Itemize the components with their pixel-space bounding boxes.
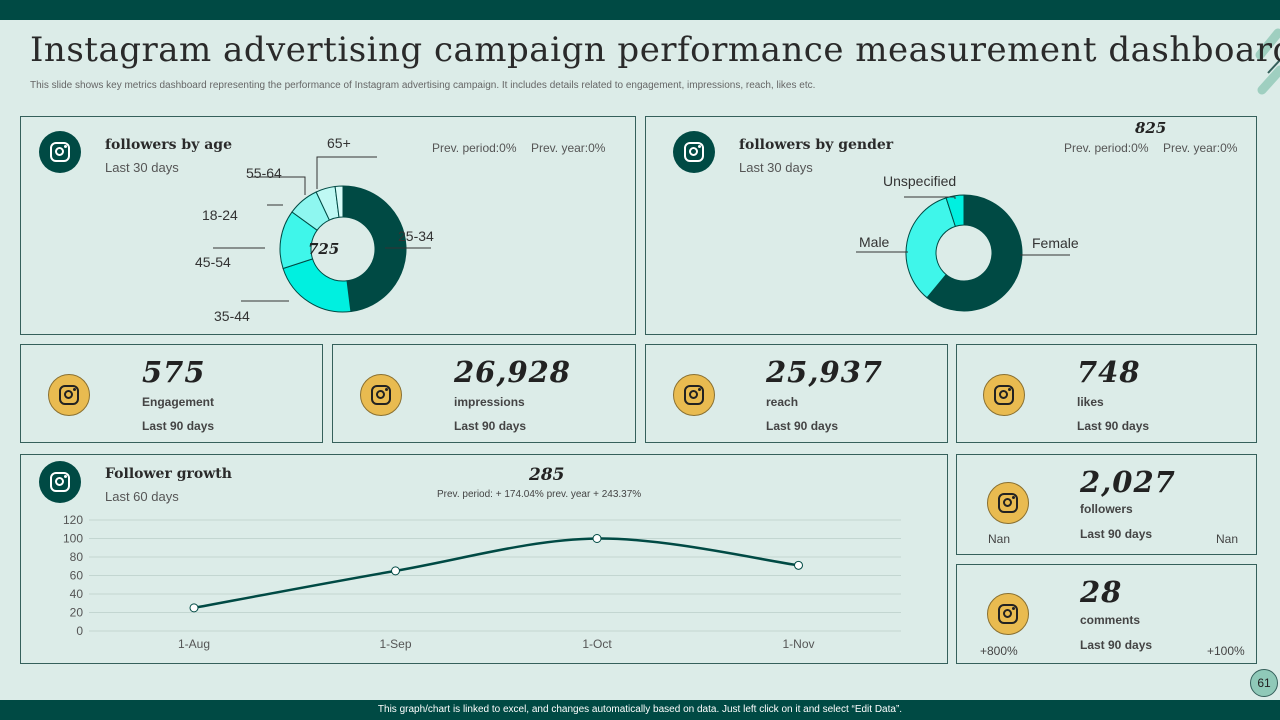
label-35-44: 35-44 [214, 308, 250, 324]
reach-card: 25,937 reach Last 90 days [645, 344, 948, 443]
instagram-icon [673, 131, 715, 173]
followers-label: followers [1080, 502, 1133, 516]
slice-35-44 [282, 258, 352, 313]
label-25-34: 25-34 [398, 228, 434, 244]
followers-by-age-panel: followers by age Last 30 days Prev. peri… [20, 116, 636, 335]
followers-left-change: Nan [988, 532, 1011, 546]
prev-period: Prev. period:0% [1064, 141, 1149, 155]
leader-line-65 [316, 156, 377, 189]
engagement-period: Last 90 days [142, 419, 215, 433]
data-point [794, 560, 803, 570]
data-point [189, 603, 199, 613]
likes-label: likes [1077, 395, 1104, 409]
growth-prev: Prev. period: + 174.04% prev. year + 243… [437, 489, 642, 500]
panel-period: Last 30 days [739, 160, 813, 175]
panel-period: Last 30 days [105, 160, 179, 175]
slice-25-34 [342, 185, 407, 313]
top-bar [0, 0, 1280, 20]
comments-value: 28 [1080, 575, 1123, 609]
x-tick-label: 1-Aug [178, 637, 210, 651]
reach-label: reach [766, 395, 799, 409]
instagram-icon [39, 461, 81, 503]
label-male: Male [859, 234, 890, 250]
prev-year: Prev. year:0% [531, 141, 606, 155]
instagram-icon [673, 374, 715, 416]
y-tick-label: 0 [76, 624, 83, 638]
followers-card: 2,027 followers Last 90 days Nan Nan [956, 454, 1257, 555]
instagram-icon [983, 374, 1025, 416]
engagement-label: Engagement [142, 395, 215, 409]
data-point [592, 534, 602, 543]
instagram-icon [987, 482, 1029, 524]
slice-unspecified [945, 194, 965, 227]
impressions-label: impressions [454, 395, 525, 409]
panel-period: Last 60 days [105, 489, 179, 504]
comments-left-change: +800% [980, 644, 1018, 658]
comments-right-change: +100% [1207, 644, 1245, 658]
likes-value: 748 [1077, 355, 1141, 389]
age-center-total: 725 [308, 240, 340, 258]
impressions-card: 26,928 impressions Last 90 days [332, 344, 636, 443]
page-title: Instagram advertising campaign performan… [30, 30, 1280, 70]
impressions-period: Last 90 days [454, 419, 527, 433]
followers-value: 2,027 [1080, 465, 1176, 499]
follower-growth-panel: Follower growth Last 60 days 285 Prev. p… [20, 454, 948, 664]
page-subtitle: This slide shows key metrics dashboard r… [30, 80, 816, 91]
slice-male [905, 197, 956, 299]
page-number: 61 [1250, 669, 1278, 697]
slice-65- [334, 185, 344, 218]
x-tick-label: 1-Oct [582, 637, 612, 651]
followers-period: Last 90 days [1080, 527, 1153, 541]
engagement-card: 575 Engagement Last 90 days [20, 344, 323, 443]
growth-total: 285 [529, 465, 565, 485]
followers-by-gender-panel: followers by gender Last 30 days 825 Pre… [645, 116, 1257, 335]
age-donut-chart [213, 156, 431, 313]
followers-right-change: Nan [1216, 532, 1239, 546]
y-tick-label: 120 [63, 513, 83, 527]
comments-card: 28 comments Last 90 days +800% +100% [956, 564, 1257, 664]
y-tick-label: 80 [70, 550, 84, 564]
panel-title: Follower growth [105, 466, 232, 482]
y-tick-label: 20 [70, 606, 84, 620]
label-65-plus: 65+ [327, 135, 351, 151]
reach-value: 25,937 [766, 355, 883, 389]
comments-label: comments [1080, 613, 1141, 627]
gender-total: 825 [1135, 119, 1167, 137]
growth-series-line [193, 537, 799, 610]
label-18-24: 18-24 [202, 207, 238, 223]
footer-note: This graph/chart is linked to excel, and… [0, 700, 1280, 720]
prev-year: Prev. year:0% [1163, 141, 1238, 155]
likes-period: Last 90 days [1077, 419, 1150, 433]
engagement-value: 575 [142, 355, 206, 389]
instagram-icon [360, 374, 402, 416]
x-tick-label: 1-Sep [379, 637, 411, 651]
comments-period: Last 90 days [1080, 638, 1153, 652]
follower-growth-line-chart: 0 20 40 60 80 100 120 1-Aug 1-Sep 1-Oct 1-Nov [63, 513, 901, 651]
instagram-icon [39, 131, 81, 173]
slice-female [926, 194, 1023, 312]
label-55-64: 55-64 [246, 165, 282, 181]
prev-period: Prev. period:0% [432, 141, 517, 155]
reach-period: Last 90 days [766, 419, 839, 433]
likes-card: 748 likes Last 90 days [956, 344, 1257, 443]
leader-line-unspecified [904, 196, 956, 199]
panel-title: followers by gender [739, 137, 894, 153]
gender-donut-chart [856, 194, 1070, 312]
instagram-icon [48, 374, 90, 416]
x-tick-label: 1-Nov [782, 637, 814, 651]
label-45-54: 45-54 [195, 254, 231, 270]
y-tick-label: 40 [70, 587, 84, 601]
instagram-icon [987, 593, 1029, 635]
y-tick-label: 60 [70, 569, 84, 583]
label-unspecified: Unspecified [883, 173, 957, 189]
panel-title: followers by age [105, 137, 232, 153]
data-point [391, 566, 400, 576]
y-tick-label: 100 [63, 532, 83, 546]
leader-line-55-64 [251, 176, 306, 195]
decorative-stripes [1255, 28, 1280, 95]
impressions-value: 26,928 [454, 355, 571, 389]
label-female: Female [1032, 235, 1079, 251]
